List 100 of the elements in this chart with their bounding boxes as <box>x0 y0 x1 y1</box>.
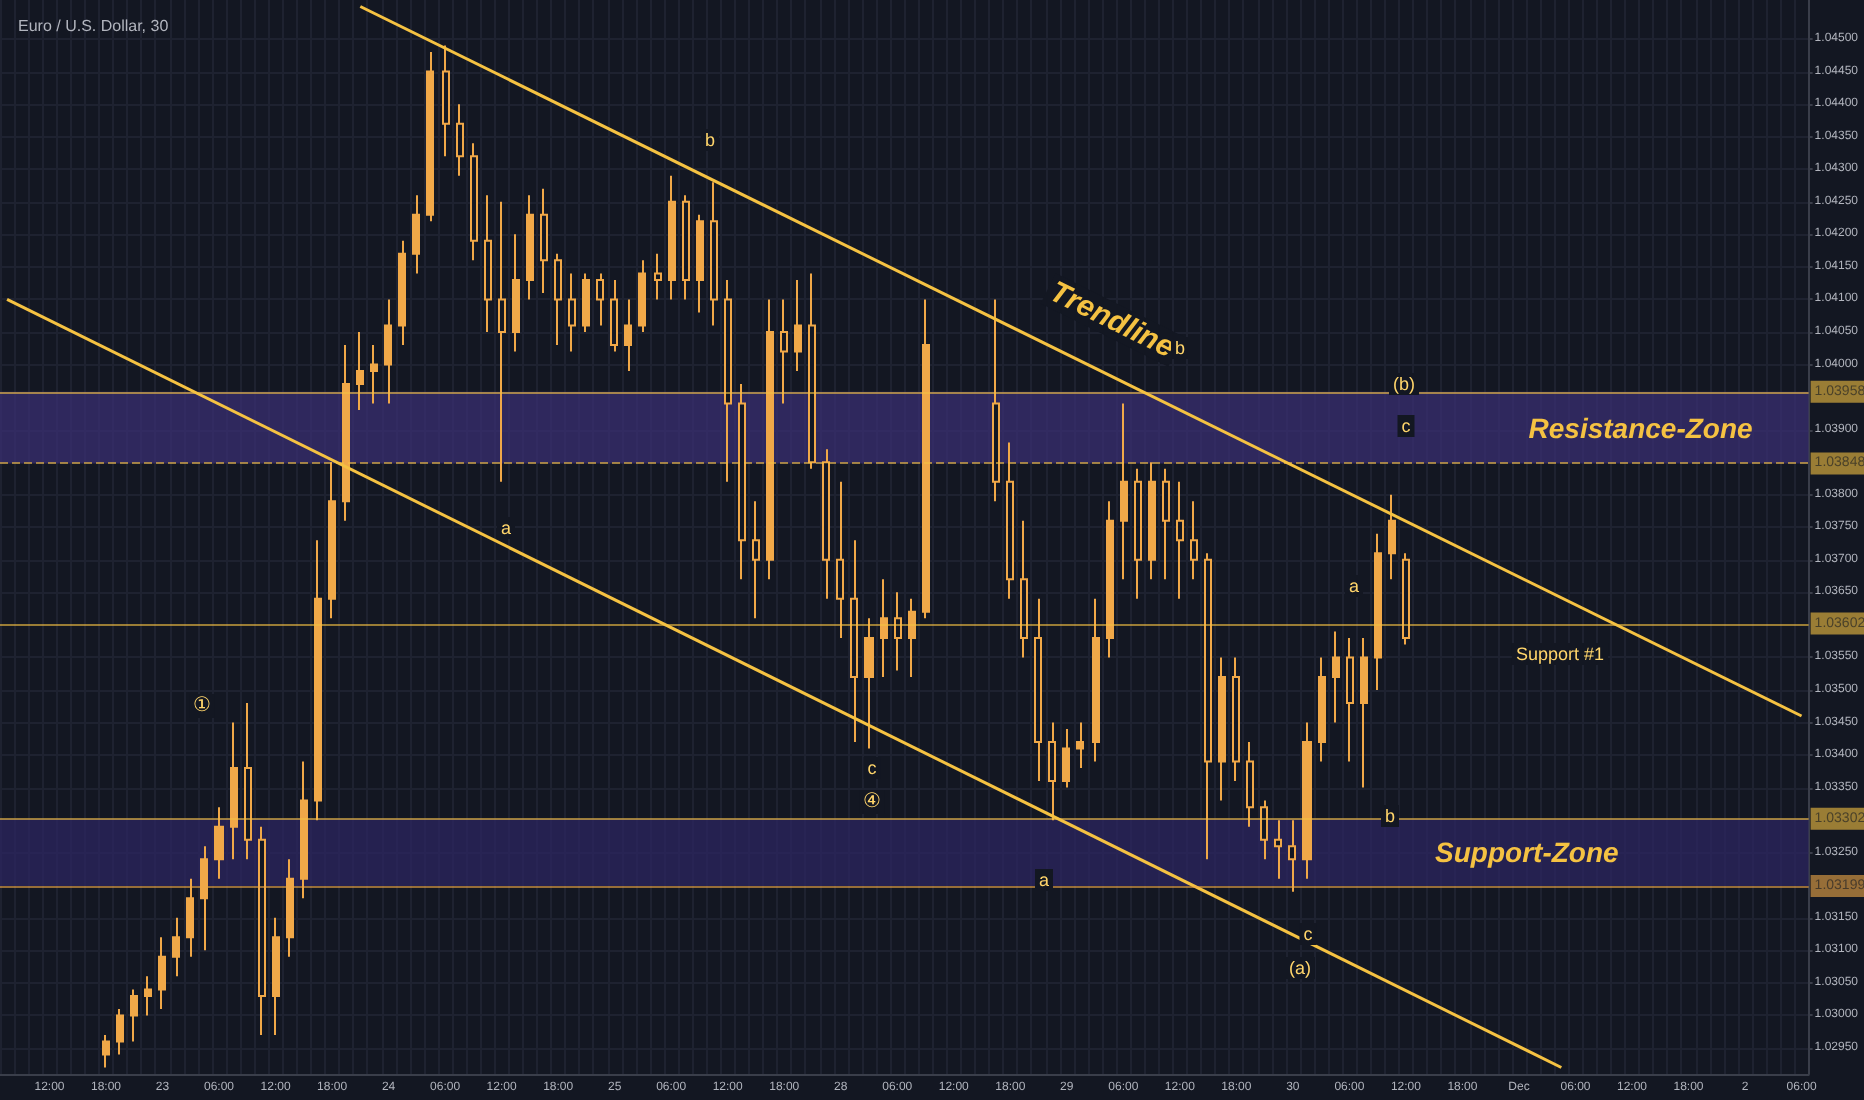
annotation: a <box>500 518 512 538</box>
band-label: Support-Zone <box>1435 836 1620 869</box>
candlestick <box>186 877 194 958</box>
candlestick <box>214 806 224 880</box>
candlestick <box>1260 799 1268 861</box>
candlestick <box>1048 721 1056 822</box>
candlestick <box>710 181 718 327</box>
candlestick <box>116 1007 124 1056</box>
candlestick <box>880 578 888 678</box>
candlestick <box>102 1033 110 1069</box>
candlestick <box>158 936 166 1010</box>
candlestick <box>724 278 732 483</box>
annotation: b <box>1384 806 1396 826</box>
annotation: b <box>1174 338 1186 358</box>
candlestick <box>356 330 364 412</box>
candlestick <box>314 539 322 822</box>
candlestick <box>526 194 534 301</box>
candlestick <box>1020 519 1028 659</box>
candlestick <box>1204 552 1212 861</box>
candlestick <box>1106 500 1114 659</box>
candlestick <box>836 480 844 639</box>
candlestick <box>738 383 746 581</box>
candlestick <box>1346 636 1354 763</box>
candlestick <box>822 448 830 600</box>
annotation: (a) <box>1289 958 1311 978</box>
candlestick <box>1318 656 1326 763</box>
candlestick <box>244 701 252 861</box>
candlestick <box>1034 597 1042 783</box>
annotation: ④ <box>863 791 882 813</box>
candlestick <box>864 617 874 750</box>
candlestick <box>1302 721 1312 880</box>
annotation: c <box>1401 416 1412 436</box>
candlestick <box>1120 402 1128 581</box>
candlestick <box>286 858 294 958</box>
candlestick <box>638 259 646 333</box>
candlestick <box>752 500 760 620</box>
candlestick <box>766 298 774 581</box>
candlestick <box>582 272 590 333</box>
candlestick <box>442 44 450 158</box>
candlestick <box>540 187 548 294</box>
candlestick <box>328 461 336 620</box>
candlestick <box>668 174 676 301</box>
candlestick <box>1374 532 1382 691</box>
annotation: (b) <box>1393 374 1415 394</box>
annotation: c <box>867 758 878 778</box>
candlestick <box>696 213 704 314</box>
candlestick <box>144 975 152 1017</box>
candlestick <box>1092 597 1100 763</box>
candlestick <box>272 916 280 1036</box>
candlestick <box>1062 728 1070 789</box>
candlestick <box>794 278 802 373</box>
candlestick <box>200 845 208 952</box>
candlestick <box>1388 493 1396 581</box>
candlestick <box>922 298 930 620</box>
candlestick <box>1148 461 1156 581</box>
text: Euro / U.S. Dollar, 30 <box>18 17 170 35</box>
candlestick <box>300 760 308 900</box>
annotation: c <box>1303 924 1314 944</box>
candlestick <box>1218 656 1226 802</box>
candlestick <box>808 272 816 470</box>
candlestick <box>596 272 604 327</box>
candlestick <box>230 721 238 861</box>
candlestick <box>624 298 632 373</box>
candlestick <box>1402 552 1410 646</box>
band-label: Resistance-Zone <box>1528 411 1754 444</box>
annotation: b <box>704 130 716 150</box>
candlestick <box>1134 467 1142 600</box>
candlestick <box>1190 500 1198 581</box>
candlestick <box>554 252 562 346</box>
candlestick <box>258 825 266 1036</box>
candlestick <box>850 539 858 744</box>
candlestick <box>412 194 420 275</box>
candlestick <box>342 343 350 522</box>
candlestick <box>610 278 618 353</box>
candlestick <box>654 252 662 301</box>
annotation: ① <box>193 695 212 717</box>
candlestick <box>426 51 434 223</box>
candlestick <box>512 233 520 353</box>
candlestick <box>992 298 1000 503</box>
candlestick <box>172 916 180 978</box>
candlestick <box>1360 636 1368 789</box>
candlestick <box>484 194 492 333</box>
candlestick <box>130 988 138 1043</box>
candlestick <box>568 272 576 353</box>
candlestick <box>682 194 690 301</box>
candlestick <box>1246 741 1254 828</box>
candlestick <box>1006 441 1014 600</box>
annotation: Support #1 <box>1515 644 1605 664</box>
candlestick <box>456 103 464 177</box>
candlestick <box>1332 630 1340 724</box>
candlestick <box>1176 480 1184 600</box>
candlestick <box>1162 467 1170 581</box>
annotation: a <box>1038 870 1050 890</box>
candlestick <box>498 200 506 483</box>
candlestick <box>908 597 916 678</box>
candlestick <box>894 591 902 672</box>
candlestick <box>1274 819 1282 880</box>
candlestick <box>384 298 392 405</box>
candlestick <box>470 142 478 262</box>
candlestick <box>1288 819 1296 893</box>
